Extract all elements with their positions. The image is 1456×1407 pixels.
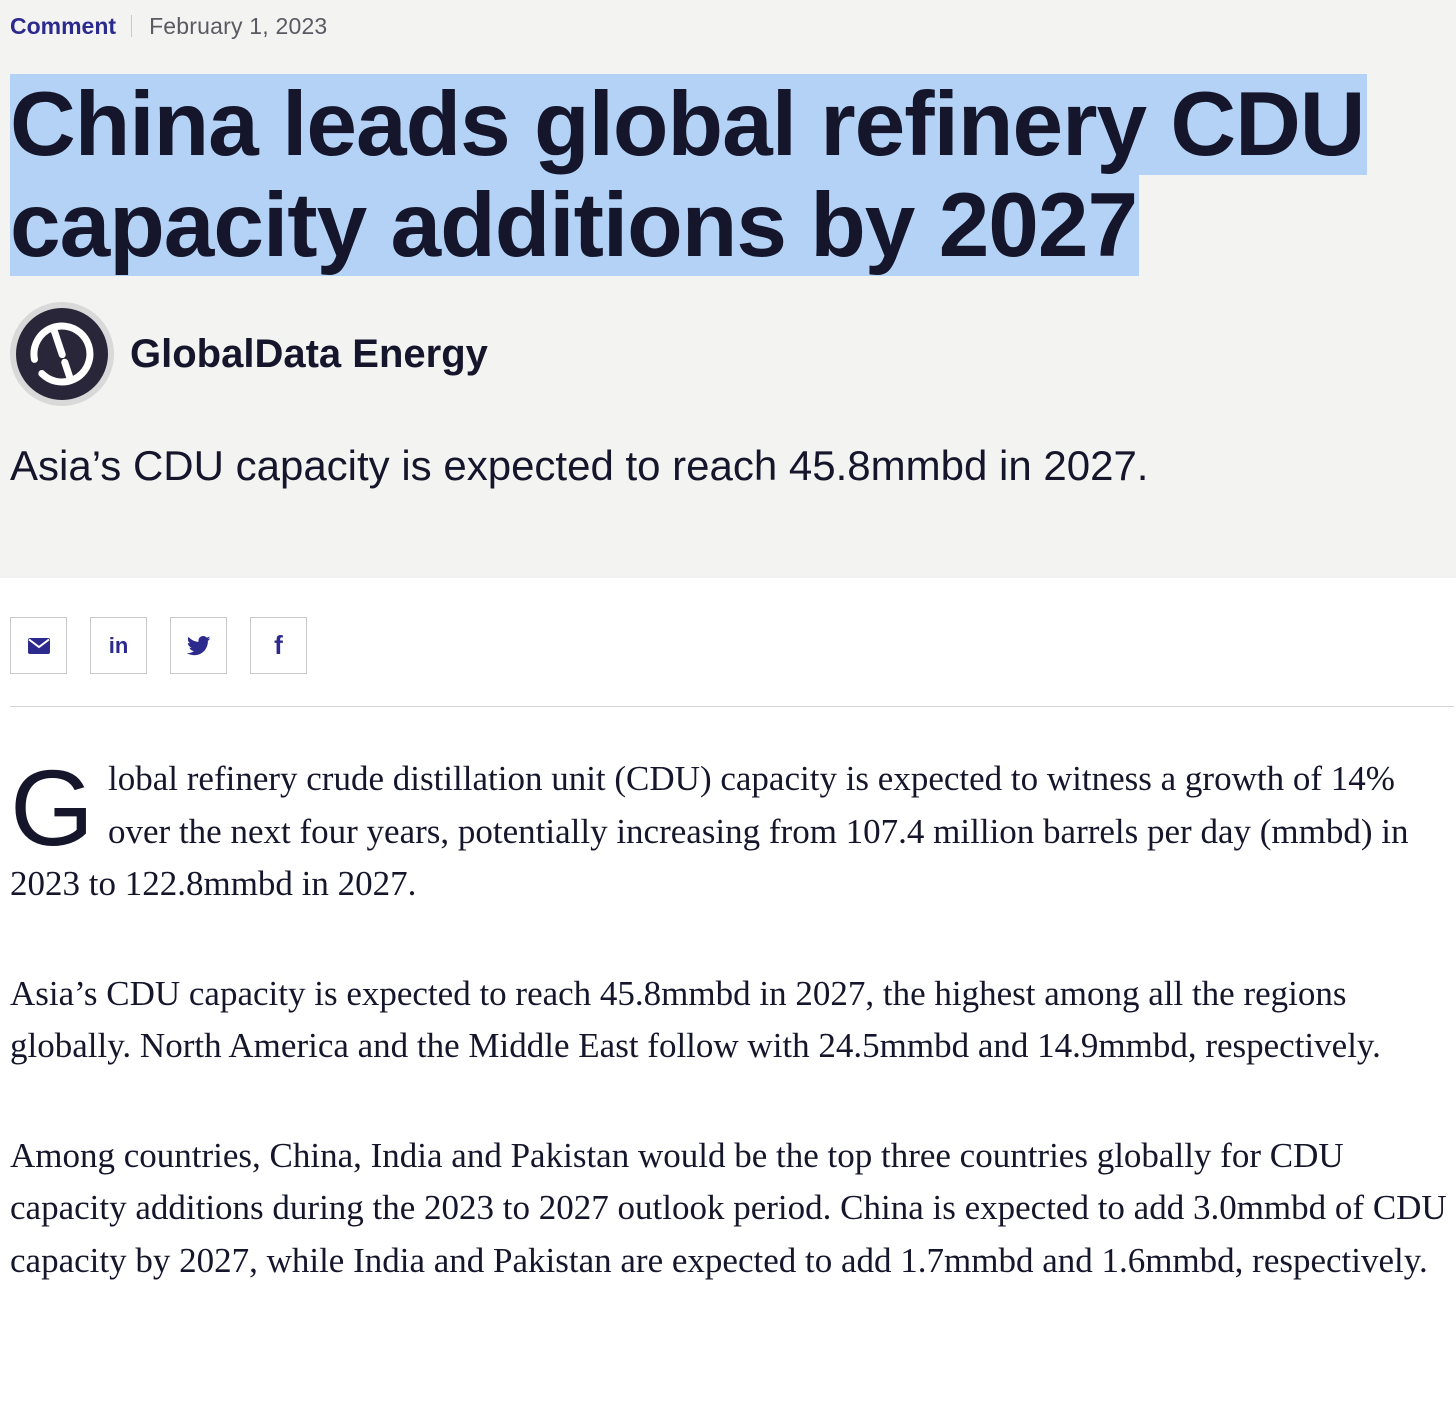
author-avatar[interactable] xyxy=(10,302,114,406)
share-bar: in f xyxy=(10,617,307,674)
category-link[interactable]: Comment xyxy=(10,12,117,39)
twitter-bird-icon xyxy=(186,635,210,655)
article-headline: China leads global refinery CDU capacity… xyxy=(10,74,1440,276)
envelope-icon xyxy=(27,637,50,654)
author-byline[interactable]: GlobalData Energy xyxy=(10,302,488,406)
publish-date: February 1, 2023 xyxy=(149,12,328,39)
author-logo-icon xyxy=(16,308,108,400)
meta-divider xyxy=(131,15,133,37)
facebook-icon: f xyxy=(274,630,283,660)
body-paragraph: Asia’s CDU capacity is expected to reach… xyxy=(10,973,1381,1066)
share-twitter-button[interactable] xyxy=(170,617,227,674)
author-name[interactable]: GlobalData Energy xyxy=(130,331,488,376)
share-linkedin-button[interactable]: in xyxy=(90,617,147,674)
drop-cap: G xyxy=(10,747,95,868)
linkedin-icon: in xyxy=(108,632,129,658)
body-paragraph: Among countries, China, India and Pakist… xyxy=(10,1135,1447,1280)
article-standfirst: Asia’s CDU capacity is expected to reach… xyxy=(10,442,1149,489)
article-meta: Comment February 1, 2023 xyxy=(10,10,327,42)
headline-text: China leads global refinery CDU capacity… xyxy=(10,74,1367,276)
divider xyxy=(10,706,1454,707)
paragraph-text: lobal refinery crude distillation unit (… xyxy=(10,759,1409,903)
share-email-button[interactable] xyxy=(10,617,67,674)
share-facebook-button[interactable]: f xyxy=(250,617,307,674)
